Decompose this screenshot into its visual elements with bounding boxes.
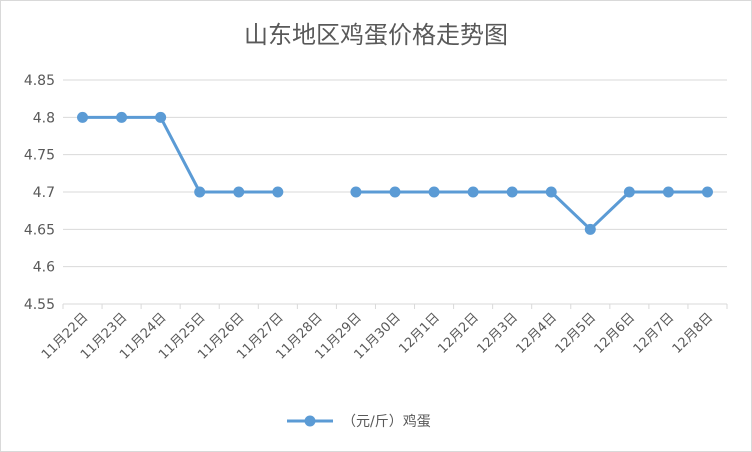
data-point — [662, 186, 674, 198]
x-tick-label: 12月4日 — [514, 310, 561, 357]
legend-marker-swatch — [304, 415, 316, 427]
data-point — [428, 186, 440, 198]
data-point — [623, 186, 635, 198]
y-tick-label: 4.85 — [24, 73, 55, 89]
data-point — [545, 186, 557, 198]
y-axis-ticks: 4.55 4.6 4.65 4.7 4.75 4.8 4.85 — [24, 73, 55, 313]
legend-label: （元/斤）鸡蛋 — [342, 413, 431, 430]
y-tick-label: 4.6 — [33, 260, 55, 276]
legend: （元/斤）鸡蛋 — [287, 413, 431, 430]
data-point — [350, 186, 362, 198]
x-tick-label: 12月6日 — [592, 310, 639, 357]
data-point — [194, 186, 206, 198]
data-point — [506, 186, 518, 198]
data-point — [467, 186, 479, 198]
x-tick-label: 12月1日 — [396, 310, 443, 357]
data-point — [155, 111, 167, 123]
y-tick-label: 4.55 — [24, 297, 55, 313]
x-tick-label: 12月3日 — [474, 310, 521, 357]
data-point — [389, 186, 401, 198]
gridlines — [63, 79, 727, 305]
data-point — [233, 186, 245, 198]
y-tick-label: 4.75 — [24, 148, 55, 164]
x-axis-ticks: 11月22日11月23日11月24日11月25日11月26日11月27日11月2… — [39, 304, 728, 363]
y-tick-label: 4.7 — [33, 185, 55, 201]
series-line — [355, 190, 708, 231]
data-point — [701, 186, 713, 198]
x-tick-label: 12月2日 — [435, 310, 482, 357]
data-point — [272, 186, 284, 198]
x-tick-label: 12月5日 — [553, 310, 600, 357]
y-tick-label: 4.8 — [33, 110, 55, 126]
data-point — [116, 111, 128, 123]
x-tick-label: 12月7日 — [631, 310, 678, 357]
x-tick-label: 12月8日 — [670, 310, 717, 357]
y-tick-label: 4.65 — [24, 222, 55, 238]
data-point — [584, 223, 596, 235]
series-line — [82, 115, 278, 194]
data-point — [77, 111, 89, 123]
chart-title: 山东地区鸡蛋价格走势图 — [244, 21, 508, 49]
series-eggs — [77, 111, 713, 235]
